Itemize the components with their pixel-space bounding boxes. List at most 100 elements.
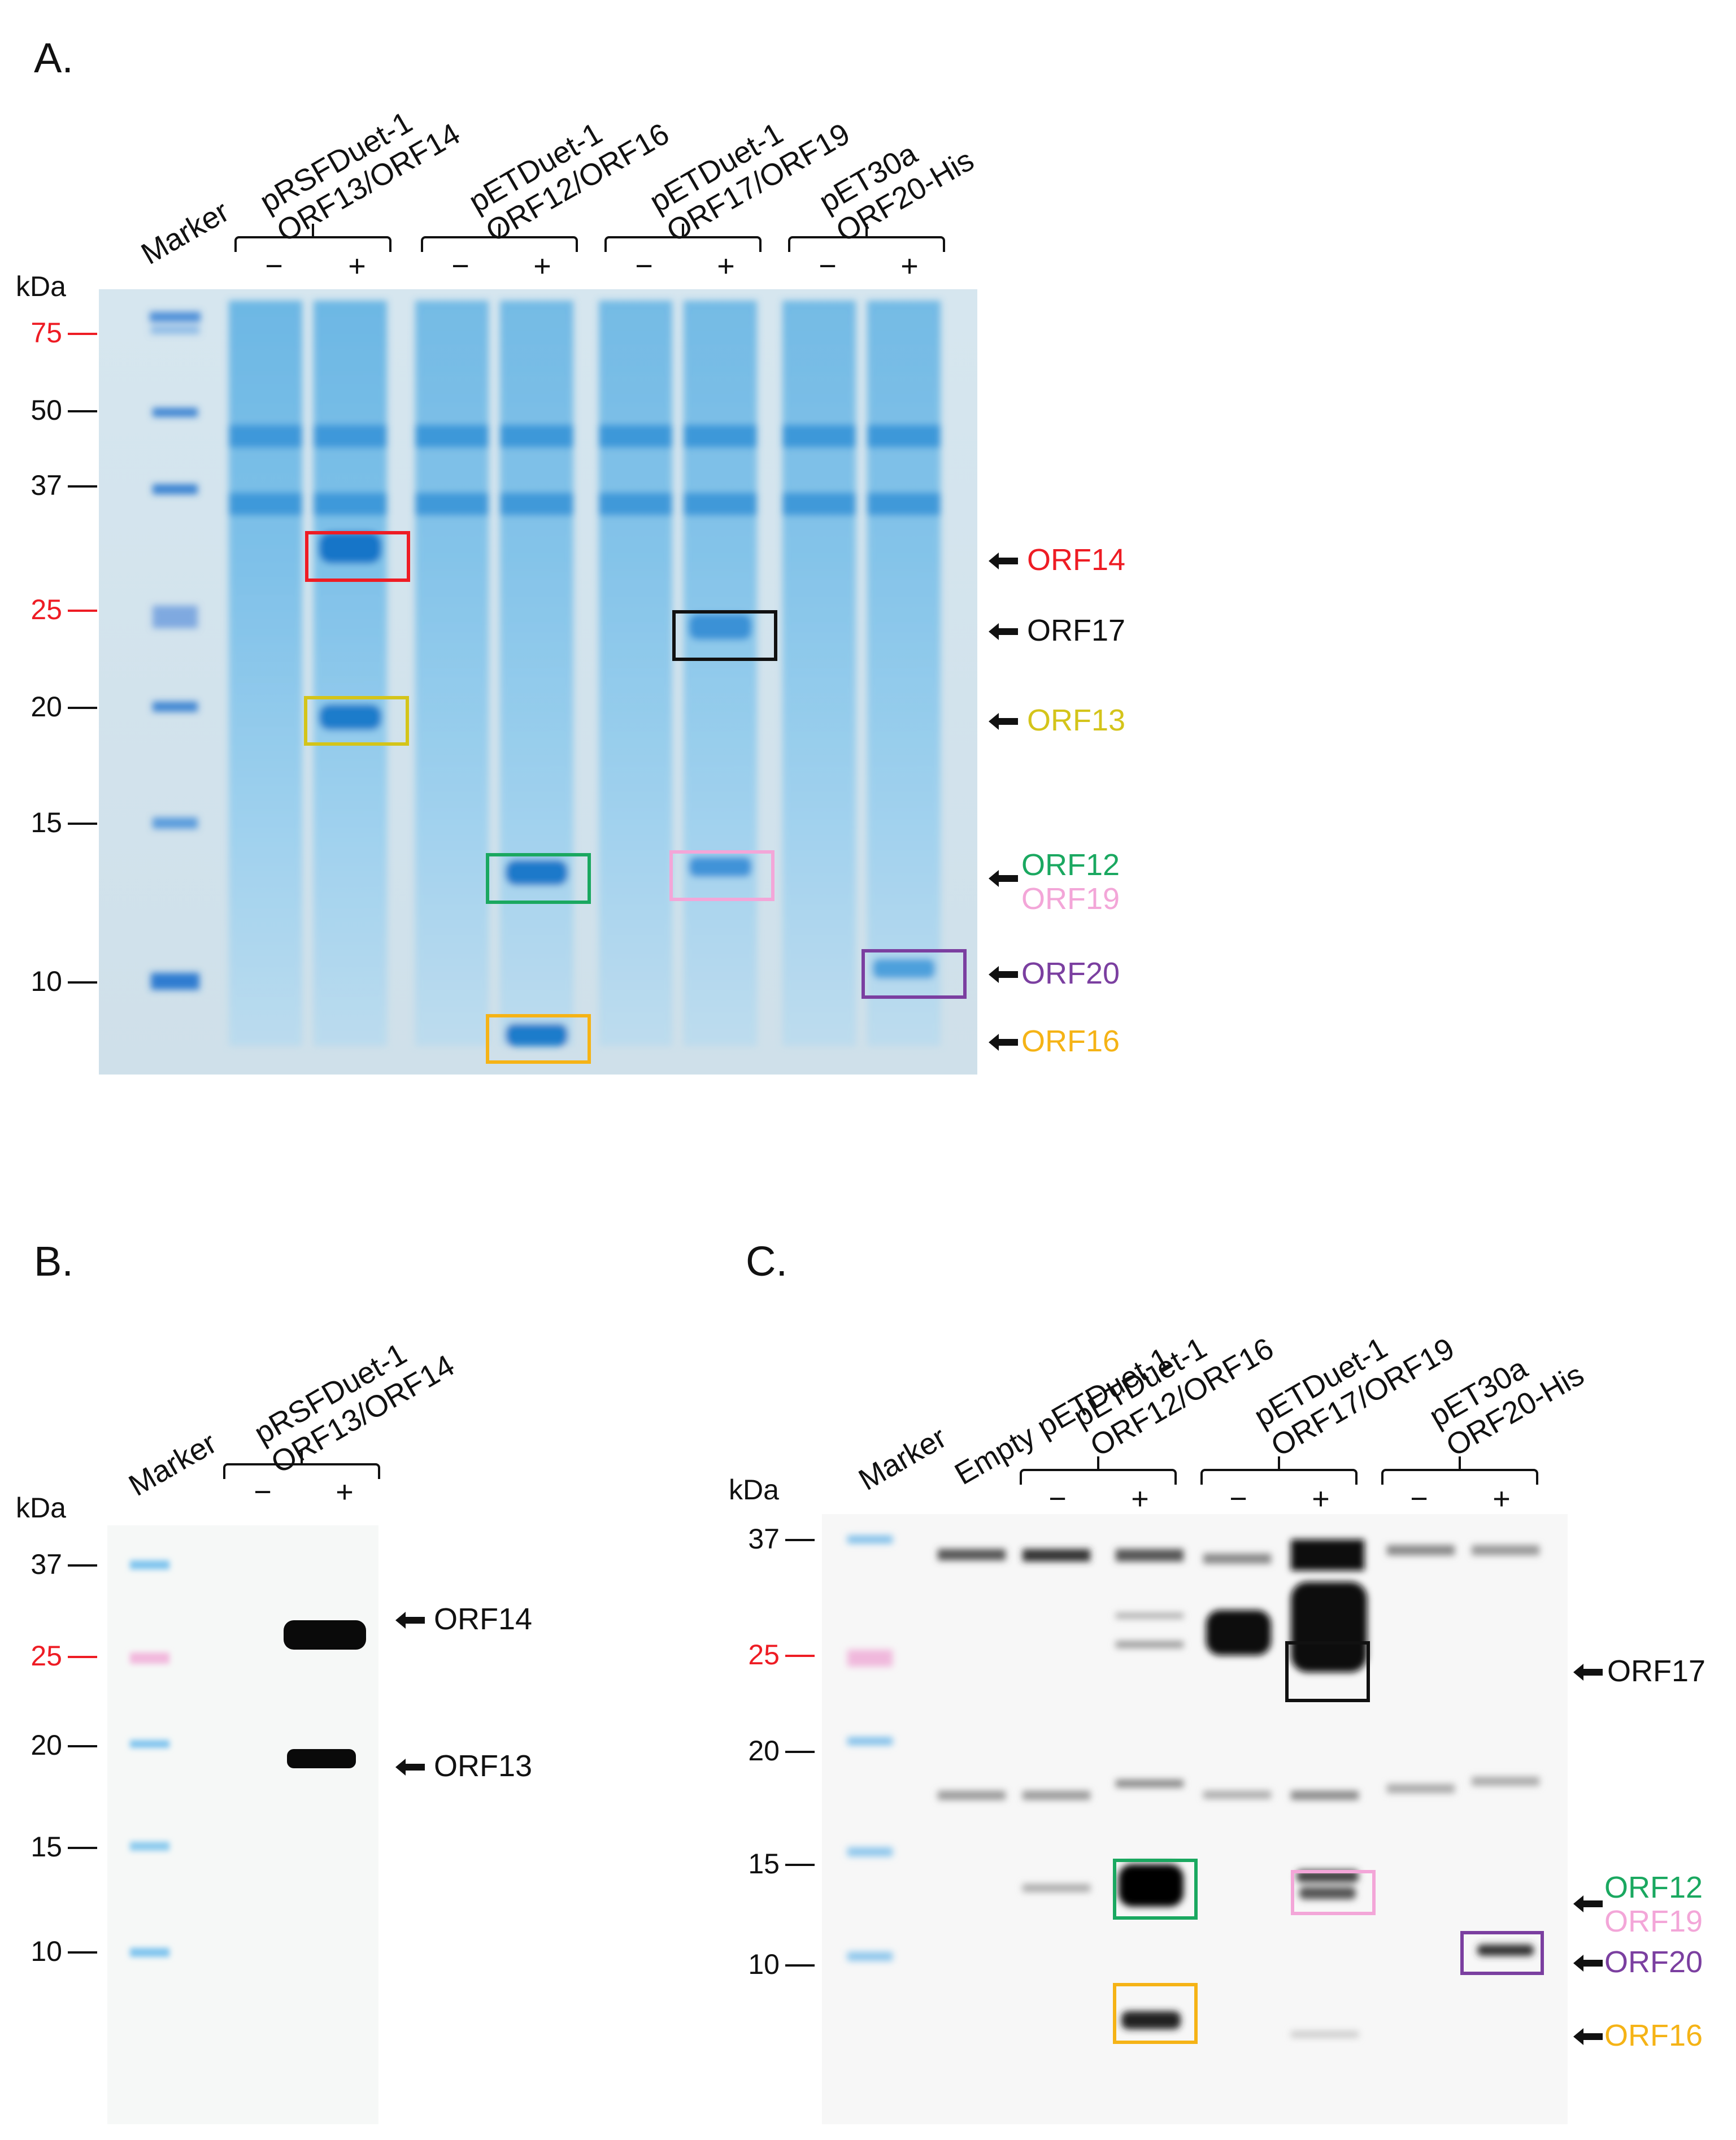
band-label-orf19: ORF19 (1021, 882, 1120, 916)
sign: + (1493, 1482, 1511, 1516)
arrow-left-icon (989, 1034, 1018, 1051)
tick (68, 707, 97, 709)
ladder-10: 10 (31, 1935, 62, 1967)
panel-label-c: C. (746, 1238, 787, 1285)
panel-label-a: A. (34, 34, 73, 81)
western-blot-image (107, 1525, 378, 2124)
ladder-20: 20 (31, 691, 62, 723)
bracket-g4 (788, 224, 945, 252)
band-label-orf14: ORF14 (434, 1602, 533, 1636)
tick (785, 1864, 815, 1866)
box-orf17 (1285, 1641, 1370, 1702)
band-label-orf20: ORF20 (1021, 956, 1120, 990)
ladder-25: 25 (31, 1640, 62, 1672)
tick (68, 485, 97, 488)
lane-label-g1: pRSFDuet-1 ORF13/ORF14 (249, 1319, 460, 1480)
ladder-15: 15 (748, 1848, 780, 1880)
box-orf20 (862, 949, 967, 999)
bracket-g3 (1381, 1456, 1538, 1485)
arrow-left-icon (1573, 1955, 1603, 1972)
sign: − (451, 249, 469, 283)
lane-label-marker: Marker (136, 194, 235, 271)
tick (785, 1751, 815, 1753)
sign: − (1229, 1482, 1247, 1516)
sign: − (635, 249, 653, 283)
sign: − (265, 249, 283, 283)
bracket-g1 (1020, 1456, 1177, 1485)
box-orf13 (304, 696, 409, 746)
ladder-15: 15 (31, 807, 62, 838)
sign: + (900, 249, 919, 283)
kda-label: kDa (16, 271, 66, 302)
lane-label-g1: pRSFDuet-1 ORF13/ORF14 (254, 88, 465, 249)
ladder-25: 25 (31, 594, 62, 625)
box-orf14 (305, 531, 410, 582)
panel-label-b: B. (34, 1238, 73, 1285)
box-orf19 (1291, 1870, 1376, 1915)
bracket-g1 (234, 224, 391, 252)
band-label-orf16: ORF16 (1021, 1024, 1120, 1058)
lane-label-g2: pETDuet-1 ORF12/ORF16 (463, 88, 675, 249)
tick (785, 1964, 815, 1967)
band-label-orf13: ORF13 (434, 1749, 533, 1783)
tick (68, 823, 97, 825)
lane-label-marker: Marker (853, 1420, 952, 1497)
ladder-15: 15 (31, 1831, 62, 1863)
band-label-orf12: ORF12 (1604, 1871, 1703, 1904)
box-orf19 (669, 850, 775, 901)
sign: + (348, 249, 366, 283)
ladder-25: 25 (748, 1639, 780, 1671)
arrow-left-icon (989, 966, 1018, 983)
arrow-left-icon (1573, 1664, 1603, 1681)
box-orf16 (1113, 1983, 1198, 2044)
tick (68, 1656, 97, 1658)
box-orf20 (1460, 1931, 1544, 1975)
tick (68, 410, 97, 412)
box-orf17 (672, 610, 777, 661)
arrow-left-icon (395, 1759, 425, 1776)
band-label-orf12: ORF12 (1021, 848, 1120, 882)
arrow-left-icon (1573, 1895, 1603, 1912)
band-label-orf19: ORF19 (1604, 1904, 1703, 1938)
sign: + (1312, 1482, 1330, 1516)
bracket-g2 (1200, 1456, 1358, 1485)
sign: − (254, 1475, 272, 1509)
ladder-10: 10 (31, 965, 62, 997)
tick (785, 1539, 815, 1541)
tick (785, 1655, 815, 1657)
tick (68, 1951, 97, 1954)
arrow-left-icon (395, 1612, 425, 1629)
sign: − (1410, 1482, 1428, 1516)
box-orf16 (486, 1014, 591, 1064)
sign: + (336, 1475, 354, 1509)
sign: + (717, 249, 735, 283)
box-orf12 (1113, 1859, 1198, 1920)
sign: − (819, 249, 837, 283)
coomassie-gel-image (99, 289, 977, 1075)
kda-label: kDa (729, 1474, 779, 1506)
lane-label-g3: pETDuet-1 ORF17/ORF19 (644, 88, 855, 249)
lane-label-g2: pETDuet-1 ORF17/ORF19 (1248, 1302, 1460, 1463)
ladder-75: 75 (31, 317, 62, 349)
kda-label: kDa (16, 1492, 66, 1524)
tick (68, 1847, 97, 1849)
ladder-20: 20 (748, 1735, 780, 1767)
tick (68, 610, 97, 612)
ladder-37: 37 (748, 1523, 780, 1555)
ladder-20: 20 (31, 1729, 62, 1761)
ladder-50: 50 (31, 394, 62, 426)
band-label-orf17: ORF17 (1607, 1654, 1706, 1688)
arrow-left-icon (989, 870, 1018, 887)
band-label-orf16: ORF16 (1604, 2019, 1703, 2052)
arrow-left-icon (989, 623, 1018, 640)
ladder-37: 37 (31, 469, 62, 501)
lane-label-marker: Marker (123, 1426, 223, 1503)
sign: − (1048, 1482, 1067, 1516)
arrow-left-icon (1573, 2028, 1603, 2045)
band-label-orf20: ORF20 (1604, 1945, 1703, 1979)
band-label-orf14: ORF14 (1027, 543, 1126, 577)
band-label-orf17: ORF17 (1027, 614, 1126, 647)
band-label-orf13: ORF13 (1027, 703, 1126, 737)
bracket-g3 (604, 224, 762, 252)
bracket-g2 (421, 224, 578, 252)
